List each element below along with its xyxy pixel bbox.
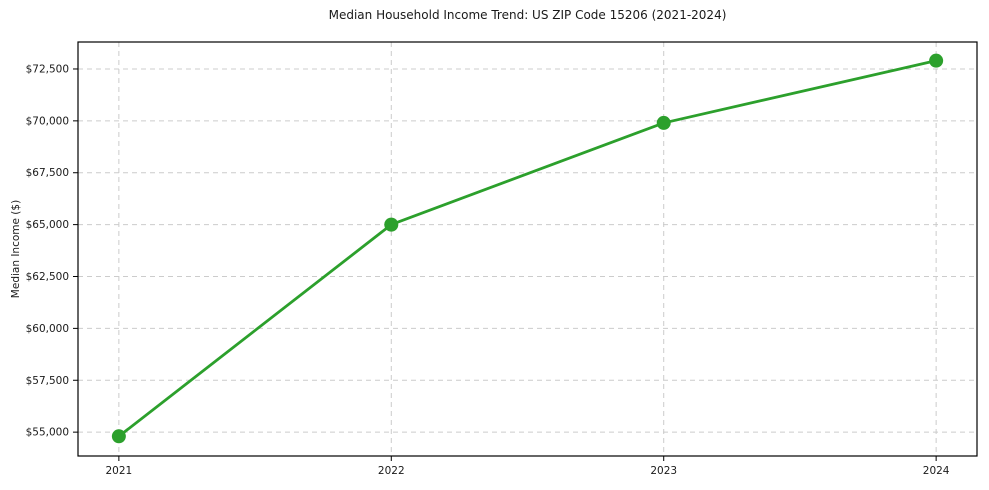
x-tick-label: 2023 xyxy=(650,465,677,477)
plot-border xyxy=(77,41,978,457)
chart-title: Median Household Income Trend: US ZIP Co… xyxy=(328,8,727,22)
y-tick-label: $57,500 xyxy=(26,375,69,387)
y-tick-label: $55,000 xyxy=(26,427,69,439)
x-tick-label: 2021 xyxy=(105,465,132,477)
data-point-2024 xyxy=(929,53,944,68)
plot-area xyxy=(78,42,977,456)
y-tick-label: $65,000 xyxy=(26,219,69,231)
data-point-2021 xyxy=(111,429,126,444)
y-tick-label: $60,000 xyxy=(26,323,69,335)
y-tick-label: $70,000 xyxy=(26,115,69,127)
y-tick-label: $67,500 xyxy=(26,167,69,179)
y-tick-label: $62,500 xyxy=(26,271,69,283)
x-tick-label: 2022 xyxy=(378,465,405,477)
x-tick-label: 2024 xyxy=(923,465,950,477)
y-tick-label: $72,500 xyxy=(26,63,69,75)
data-point-2023 xyxy=(656,115,671,130)
trend-line xyxy=(117,59,938,438)
data-point-2022 xyxy=(384,217,399,232)
